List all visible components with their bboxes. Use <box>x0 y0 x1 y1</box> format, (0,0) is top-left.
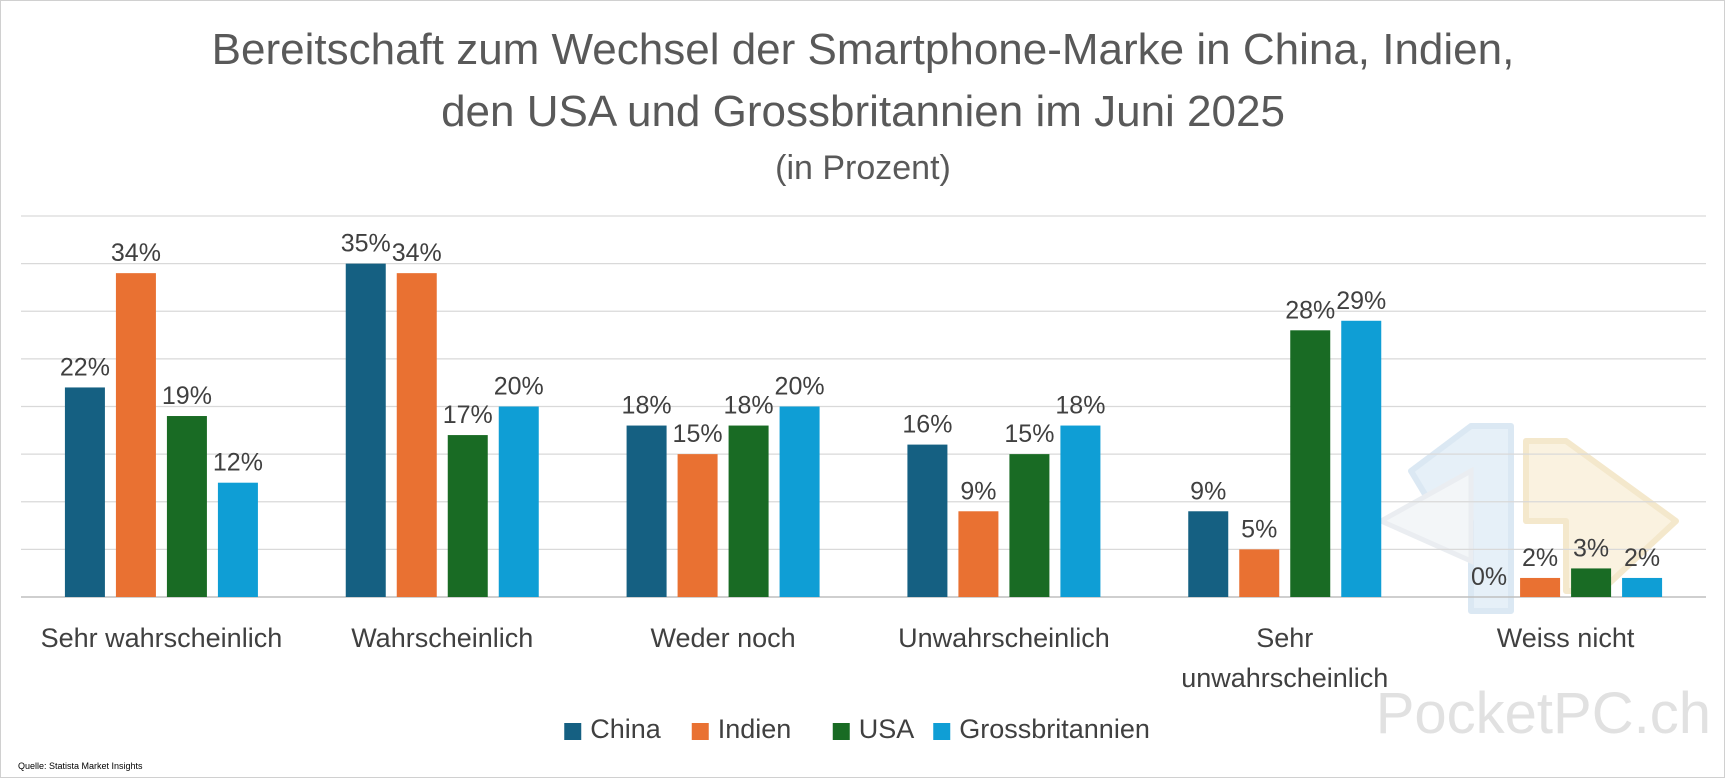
legend-label-china: China <box>590 714 662 744</box>
bar-grossbritannien-4 <box>1341 320 1382 597</box>
data-label: 2% <box>1522 544 1558 572</box>
bar-usa-3 <box>1009 454 1050 597</box>
bar-indien-4 <box>1239 549 1280 597</box>
data-label: 18% <box>622 392 672 420</box>
bar-indien-3 <box>958 511 999 597</box>
bar-china-2 <box>626 425 667 597</box>
category-label: Weiss nicht <box>1497 623 1635 653</box>
legend-label-indien: Indien <box>718 714 792 744</box>
bar-china-1 <box>345 263 386 597</box>
legend-swatch-usa <box>832 723 850 740</box>
bar-china-0 <box>64 387 105 597</box>
data-label: 20% <box>775 373 825 401</box>
data-label: 15% <box>673 420 723 448</box>
category-label: Wahrscheinlich <box>351 623 533 653</box>
chart-title-line-2: den USA und Grossbritannien im Juni 2025 <box>441 87 1285 136</box>
bar-grossbritannien-1 <box>498 406 539 597</box>
data-label: 35% <box>341 230 391 258</box>
bar-usa-1 <box>447 435 488 597</box>
data-label: 9% <box>1190 477 1226 505</box>
legend-swatch-grossbritannien <box>933 723 951 740</box>
legend: China Indien USA Grossbritannien <box>564 714 1150 744</box>
data-label: 34% <box>392 239 442 267</box>
category-label: Sehr wahrscheinlich <box>41 623 283 653</box>
data-label: 9% <box>960 477 996 505</box>
bar-usa-4 <box>1290 330 1331 597</box>
bar-usa-5 <box>1571 568 1612 597</box>
data-label: 3% <box>1573 534 1609 562</box>
data-label: 29% <box>1336 287 1386 315</box>
category-label: Weder noch <box>651 623 796 653</box>
data-label: 17% <box>443 401 493 429</box>
data-label: 16% <box>902 411 952 439</box>
data-label: 18% <box>724 392 774 420</box>
bar-china-4 <box>1188 511 1229 597</box>
data-label: 2% <box>1624 544 1660 572</box>
data-label: 28% <box>1285 296 1335 324</box>
bar-china-3 <box>907 444 948 597</box>
bar-grossbritannien-2 <box>779 406 820 597</box>
legend-label-usa: USA <box>859 714 915 744</box>
data-label: 12% <box>213 449 263 477</box>
bar-indien-1 <box>396 273 437 597</box>
data-label: 5% <box>1241 515 1277 543</box>
bars <box>64 263 1663 597</box>
bar-grossbritannien-3 <box>1060 425 1101 597</box>
bar-indien-0 <box>115 273 156 597</box>
bar-usa-2 <box>728 425 769 597</box>
data-label: 18% <box>1055 392 1105 420</box>
data-label: 34% <box>111 239 161 267</box>
data-label: 0% <box>1471 563 1507 591</box>
bar-indien-5 <box>1520 577 1561 597</box>
category-label: unwahrscheinlich <box>1181 663 1388 693</box>
category-axis: Sehr wahrscheinlich Wahrscheinlich Weder n… <box>41 623 1635 693</box>
bar-indien-2 <box>677 454 718 597</box>
gridlines <box>21 215 1706 598</box>
data-labels: 22%34%19%12%35% 34%17%20%18%15%18%20%16%9… <box>60 230 1660 591</box>
watermark-text: PocketPC.ch <box>1376 681 1711 746</box>
chart-title-line-1: Bereitschaft zum Wechsel der Smartphone-… <box>212 25 1515 74</box>
bar-grossbritannien-0 <box>217 482 258 597</box>
bar-grossbritannien-5 <box>1622 577 1663 597</box>
category-label: Sehr <box>1256 623 1313 653</box>
source-note: Quelle: Statista Market Insights <box>18 761 143 771</box>
chart-subtitle: (in Prozent) <box>775 149 951 187</box>
bar-usa-0 <box>166 416 207 597</box>
legend-swatch-indien <box>691 723 709 740</box>
data-label: 20% <box>494 373 544 401</box>
legend-label-grossbritannien: Grossbritannien <box>959 714 1150 744</box>
legend-swatch-china <box>564 723 582 740</box>
data-label: 19% <box>162 382 212 410</box>
category-label: Unwahrscheinlich <box>898 623 1110 653</box>
data-label: 15% <box>1004 420 1054 448</box>
watermark-logo-icon <box>1375 423 1679 614</box>
data-label: 22% <box>60 353 110 381</box>
